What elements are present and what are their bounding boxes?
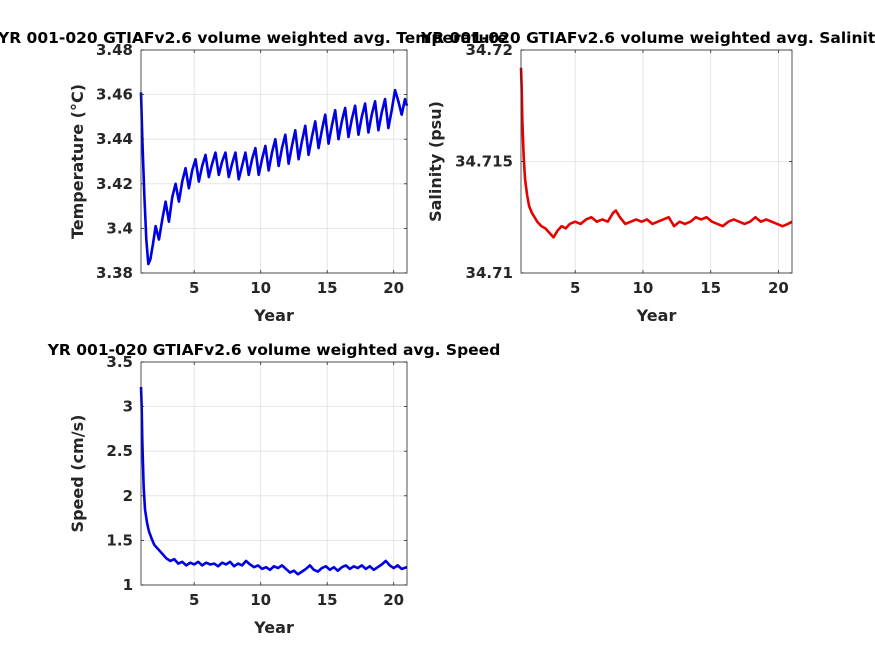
salinity-y-axis-label: Salinity (psu) — [426, 101, 445, 222]
temperature-x-tick-label: 20 — [383, 279, 404, 297]
temperature-chart-title: YR 001-020 GTIAFv2.6 volume weighted avg… — [0, 29, 508, 47]
temperature-axes-box — [140, 49, 408, 274]
temperature-axes: 5 10 15 20 3.38 3.4 3.42 3.44 3.46 3.48 Year Temper… — [0, 29, 508, 325]
temperature-y-tick-label: 3.42 — [96, 175, 133, 193]
salinity-y-tick-label: 34.72 — [466, 41, 513, 59]
salinity-x-tick-label: 20 — [768, 279, 789, 297]
speed-plot-area — [141, 362, 407, 585]
speed-y-tick-label: 1.5 — [106, 531, 133, 549]
temperature-y-tick-label: 3.38 — [96, 264, 133, 282]
salinity-series-line — [519, 67, 793, 239]
speed-series-line — [139, 386, 408, 576]
speed-x-tick-label: 5 — [189, 591, 199, 609]
salinity-x-tick-label: 10 — [633, 279, 654, 297]
speed-y-axis-label: Speed (cm/s) — [68, 415, 87, 533]
temperature-y-tick-label: 3.46 — [96, 86, 133, 104]
speed-y-tick-label: 1 — [123, 576, 133, 594]
speed-axes-box — [140, 361, 408, 586]
speed-x-tick-label: 15 — [317, 591, 338, 609]
salinity-x-axis-label: Year — [636, 306, 677, 325]
speed-y-tick-label: 2.5 — [106, 442, 133, 460]
temperature-y-axis-label: Temperature (°C) — [68, 84, 87, 239]
salinity-chart-title: YR 001-020 GTIAFv2.6 volume weighted avg… — [420, 29, 875, 47]
speed-x-tick-label: 20 — [383, 591, 404, 609]
temperature-x-axis-label: Year — [253, 306, 294, 325]
speed-y-tick-label: 3.5 — [106, 353, 133, 371]
salinity-x-tick-label: 15 — [700, 279, 721, 297]
temperature-y-tick-label: 3.44 — [96, 130, 133, 148]
speed-y-tick-label: 3 — [123, 398, 133, 416]
temperature-plot-area — [141, 50, 407, 273]
temperature-y-tick-label: 3.4 — [106, 219, 133, 237]
speed-y-tick-label: 2 — [123, 487, 133, 505]
temperature-x-tick-label: 10 — [250, 279, 271, 297]
salinity-x-tick-label: 5 — [570, 279, 580, 297]
temperature-x-tick-label: 5 — [189, 279, 199, 297]
salinity-axes: 5 10 15 20 34.71 34.715 34.72 Year Salinity (psu… — [420, 29, 875, 325]
salinity-y-tick-label: 34.71 — [466, 264, 513, 282]
temperature-y-tick-label: 3.48 — [96, 41, 133, 59]
speed-chart-title: YR 001-020 GTIAFv2.6 volume weighted avg… — [47, 341, 501, 359]
speed-x-tick-label: 10 — [250, 591, 271, 609]
temperature-x-tick-label: 15 — [317, 279, 338, 297]
speed-axes: 5 10 15 20 1 1.5 2 2.5 3 3.5 Year Speed (cm/s) YR 00… — [47, 341, 501, 637]
salinity-y-tick-label: 34.715 — [455, 153, 513, 171]
temperature-series-line — [139, 88, 409, 266]
speed-x-axis-label: Year — [253, 618, 294, 637]
